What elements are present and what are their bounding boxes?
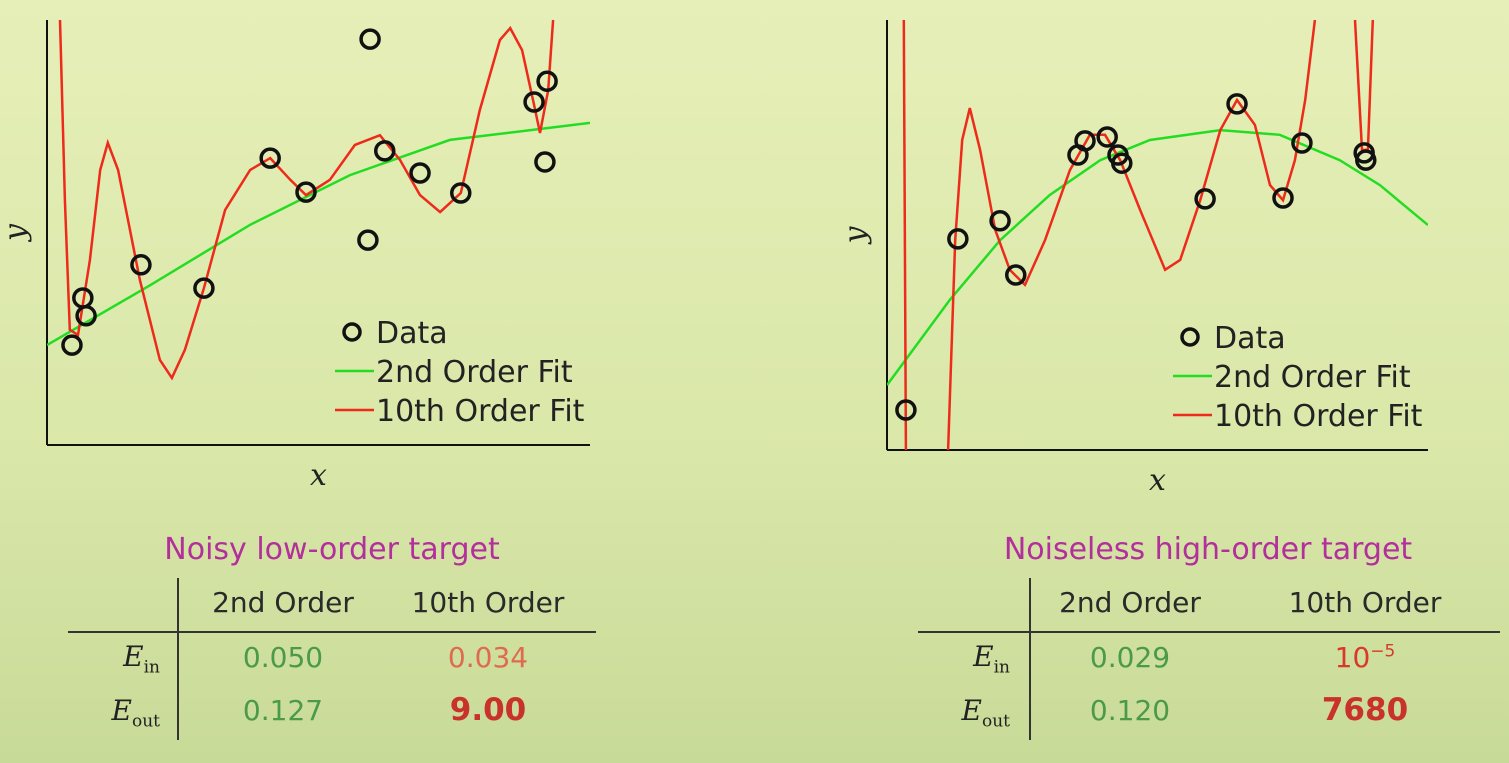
x-axis-label: x — [310, 458, 327, 493]
data-point — [75, 305, 97, 327]
legend-label: 10th Order Fit — [376, 394, 585, 429]
subscript: in — [993, 657, 1010, 678]
table-rule — [177, 578, 179, 740]
column-header: 2nd Order — [1059, 586, 1201, 619]
legend-label: 2nd Order Fit — [1214, 360, 1411, 395]
column-header: 10th Order — [1288, 586, 1442, 619]
data-point — [1005, 264, 1027, 286]
y-axis-label: y — [838, 225, 873, 245]
plot-area — [47, 20, 590, 381]
data-point — [61, 334, 83, 356]
chart: x y Data 2nd Order Fit 10th Order Fit — [0, 20, 590, 493]
data-point — [1096, 126, 1118, 148]
row-label: Ein — [973, 640, 1010, 678]
table-rule — [68, 631, 596, 633]
data-point — [1272, 187, 1294, 209]
data-point — [1111, 152, 1133, 174]
row-label: Eout — [112, 694, 160, 732]
table-rule — [1029, 578, 1031, 740]
fit-line — [887, 128, 1428, 386]
data-point — [295, 181, 317, 203]
data-point — [947, 228, 969, 250]
data-point — [1355, 149, 1377, 171]
data-point — [534, 151, 556, 173]
data-point — [536, 70, 558, 92]
cell: 0.029 — [1089, 641, 1171, 674]
legend-marker — [342, 322, 362, 342]
data-point — [357, 229, 379, 251]
table-rule — [918, 631, 1500, 633]
row-label: Ein — [123, 640, 160, 678]
data-point — [130, 254, 152, 276]
data-point — [1074, 130, 1096, 152]
fit-line — [47, 121, 590, 347]
cell: 0.127 — [242, 694, 324, 727]
legend-label: Data — [1214, 321, 1286, 356]
data-point — [1194, 188, 1216, 210]
symbol: E — [961, 694, 982, 727]
cell: 9.00 — [449, 692, 527, 728]
symbol: E — [973, 640, 994, 673]
data-point — [989, 210, 1011, 232]
base: 10 — [1334, 641, 1371, 674]
data-point — [359, 28, 381, 50]
table-title: Noiseless high-order target — [1003, 532, 1413, 567]
x-axis-label: x — [1149, 463, 1166, 498]
data-point — [523, 91, 545, 113]
row-label: Eout — [962, 694, 1010, 732]
data-point — [193, 277, 215, 299]
cell: 0.120 — [1089, 694, 1171, 727]
symbol: E — [111, 694, 132, 727]
cell: 0.050 — [242, 641, 324, 674]
y-axis-label: y — [0, 223, 33, 243]
data-point — [259, 147, 281, 169]
data-point — [450, 182, 472, 204]
legend-marker — [1180, 327, 1200, 347]
data-point — [1226, 93, 1248, 115]
chart: x y Data 2nd Order Fit 10th Order Fit — [838, 20, 1428, 498]
exponent: −5 — [1370, 641, 1396, 662]
data-point — [409, 162, 431, 184]
column-header: 10th Order — [411, 586, 565, 619]
subscript: in — [143, 657, 160, 678]
cell: 7680 — [1321, 692, 1409, 728]
cell: 10−5 — [1335, 641, 1396, 674]
legend-label: 10th Order Fit — [1214, 399, 1423, 434]
cell: 0.034 — [447, 641, 529, 674]
data-point — [373, 140, 396, 162]
data-point — [1291, 132, 1313, 154]
legend-label: 2nd Order Fit — [376, 355, 573, 390]
subscript: out — [131, 711, 160, 732]
data-point — [895, 399, 917, 421]
legend-label: Data — [376, 316, 448, 351]
column-header: 2nd Order — [212, 586, 354, 619]
symbol: E — [123, 640, 144, 673]
fit-line — [58, 20, 555, 381]
table-title: Noisy low-order target — [164, 532, 500, 567]
subscript: out — [981, 711, 1010, 732]
